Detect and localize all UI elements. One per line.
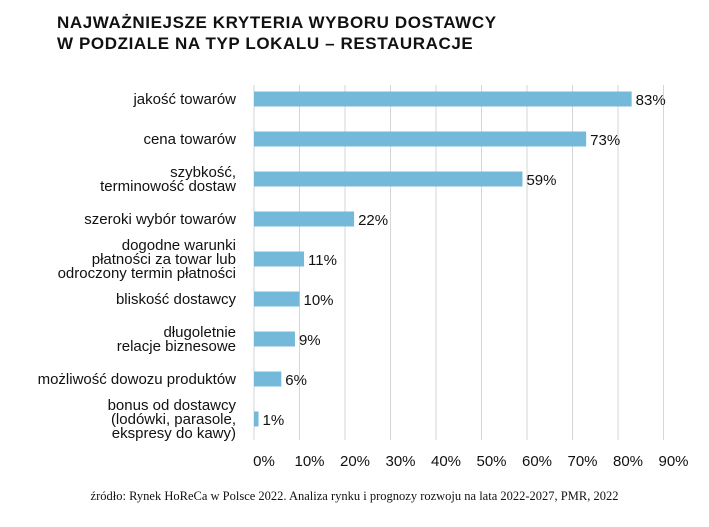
data-label: 59% [526, 172, 556, 189]
source-note: źródło: Rynek HoReCa w Polsce 2022. Anal… [90, 489, 619, 503]
bar [254, 331, 295, 347]
x-tick-label: 10% [294, 453, 324, 470]
bar [254, 171, 523, 187]
data-label: 9% [299, 332, 321, 349]
x-tick-label: 0% [253, 453, 275, 470]
category-label: długoletnie [163, 324, 236, 341]
x-tick-label: 40% [431, 453, 461, 470]
data-label: 10% [304, 292, 334, 309]
category-label: możliwość dowozu produktów [38, 371, 237, 388]
category-label: bonus od dostawcy [108, 397, 237, 414]
category-label: jakość towarów [132, 91, 236, 108]
x-tick-label: 60% [522, 453, 552, 470]
data-label: 73% [590, 132, 620, 149]
category-label: odroczony termin płatności [58, 265, 236, 282]
x-tick-label: 80% [613, 453, 643, 470]
category-label: cena towarów [143, 131, 236, 148]
x-tick-label: 30% [385, 453, 415, 470]
data-label: 6% [285, 372, 307, 389]
x-tick-label: 90% [658, 453, 688, 470]
category-label: dogodne warunki [122, 237, 236, 254]
category-label: szeroki wybór towarów [84, 211, 236, 228]
category-label: bliskość dostawcy [116, 291, 237, 308]
bar [254, 131, 587, 147]
data-label: 1% [263, 412, 285, 429]
x-tick-label: 50% [476, 453, 506, 470]
category-label: ekspresy do kawy) [112, 425, 236, 442]
category-label: terminowość dostaw [100, 178, 236, 195]
x-tick-label: 20% [340, 453, 370, 470]
data-label: 11% [308, 252, 337, 269]
bar [254, 411, 259, 427]
bar [254, 251, 305, 267]
chart-title-line-1: NAJWAŻNIEJSZE KRYTERIA WYBORU DOSTAWCY [57, 13, 497, 32]
category-label: płatności za towar lub [92, 251, 236, 268]
x-tick-label: 70% [567, 453, 597, 470]
bar [254, 291, 300, 307]
category-label: szybkość, [170, 164, 236, 181]
data-label: 22% [358, 212, 388, 229]
chart-title: NAJWAŻNIEJSZE KRYTERIA WYBORU DOSTAWCY W… [57, 12, 497, 54]
bar [254, 211, 355, 227]
data-label: 83% [636, 92, 666, 109]
chart-title-line-2: W PODZIALE NA TYP LOKALU – RESTAURACJE [57, 34, 474, 53]
bar [254, 371, 282, 387]
category-label: relacje biznesowe [117, 338, 236, 355]
category-label: (lodówki, parasole, [111, 411, 236, 428]
bar [254, 91, 632, 107]
